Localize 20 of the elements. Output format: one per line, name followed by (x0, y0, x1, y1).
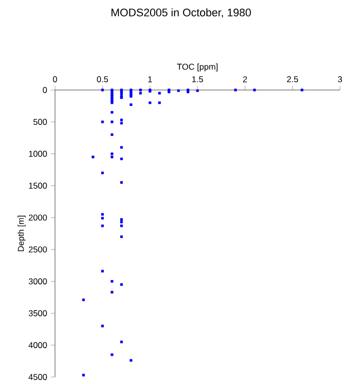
y-tick-label: 3500 (28, 310, 47, 316)
y-tick-label: 3000 (28, 278, 47, 284)
x-tick-label: 2.5 (287, 76, 298, 82)
y-tick-label: 500 (33, 118, 47, 125)
x-tick-label: 0 (52, 76, 58, 82)
y-axis-title: Depth [m] (18, 216, 26, 252)
y-tick-label: 1000 (29, 150, 47, 157)
x-tick-label: 3 (338, 76, 342, 82)
y-tick-label: 0 (42, 87, 47, 93)
x-tick-label: 2 (243, 76, 247, 82)
x-tick-label: 1.5 (192, 76, 204, 82)
y-tick-label: 1500 (29, 182, 47, 189)
chart-title: MODS2005 in October, 1980 (112, 8, 251, 18)
x-tick-label: 1 (148, 76, 152, 82)
y-tick-label: 2000 (28, 214, 47, 221)
x-axis-title: TOC [ppm] (177, 63, 218, 72)
y-tick-label: 4500 (28, 374, 47, 380)
y-tick-label: 4000 (28, 342, 47, 348)
x-tick-label: 0.5 (96, 76, 108, 82)
y-tick-label: 2500 (28, 246, 47, 252)
